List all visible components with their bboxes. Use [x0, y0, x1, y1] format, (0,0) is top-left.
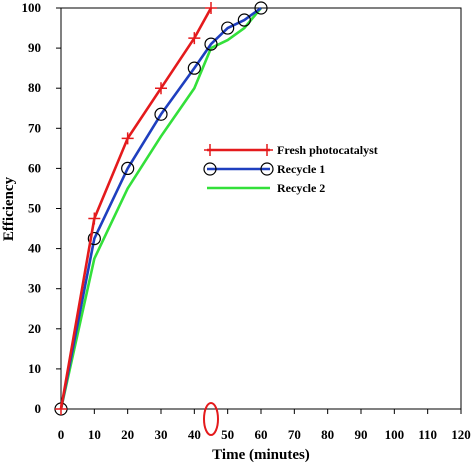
series-line-recycle-2 [59, 7, 262, 410]
plot-border [60, 7, 462, 410]
data-point-fresh-photocatalyst [55, 403, 67, 415]
x-tick-label: 70 [288, 427, 301, 442]
y-tick-label: 0 [35, 401, 42, 416]
y-tick-label: 10 [28, 361, 41, 376]
data-point-fresh-photocatalyst [155, 82, 167, 95]
y-axis-title: Efficiency [1, 176, 17, 241]
legend-marker [203, 162, 217, 176]
data-point-recycle-1 [204, 37, 218, 51]
y-tick-label: 40 [28, 241, 41, 256]
data-point-fresh-photocatalyst [121, 132, 134, 145]
legend-label: Fresh photocatalyst [277, 143, 378, 157]
x-tick-label: 60 [255, 427, 268, 442]
x-tick-label: 120 [451, 427, 471, 442]
legend-label: Recycle 2 [277, 181, 325, 195]
series-layer [54, 1, 268, 416]
x-tick-label: 40 [188, 427, 201, 442]
data-point-recycle-1 [237, 13, 251, 27]
data-point-recycle-1 [221, 21, 235, 35]
data-point-fresh-photocatalyst [205, 2, 217, 14]
x-tick-label: 50 [221, 427, 234, 442]
data-point-fresh-photocatalyst [188, 32, 201, 45]
legend-item-recycle-2: Recycle 2 [207, 181, 325, 195]
x-axis-title: Time (minutes) [212, 447, 310, 463]
highlight-ellipse [203, 402, 219, 436]
y-tick-label: 100 [22, 0, 42, 15]
series-line-fresh-photocatalyst [59, 7, 213, 410]
x-tick-label: 80 [321, 427, 334, 442]
data-point-recycle-1 [254, 1, 268, 15]
y-tick-label: 70 [28, 120, 41, 135]
plot-frame [60, 7, 462, 410]
legend-item-recycle-1: Recycle 1 [203, 162, 325, 176]
x-tick-label: 110 [418, 427, 437, 442]
series-recycle-2 [59, 7, 262, 410]
legend: Fresh photocatalyst Recycle 1 Recycle 2 [199, 138, 391, 196]
legend-marker [261, 144, 273, 156]
legend-marker [204, 144, 216, 156]
y-tick-label: 60 [28, 160, 41, 175]
y-tick-label: 30 [28, 281, 41, 296]
y-tick-label: 80 [28, 80, 41, 95]
legend-item-fresh-photocatalyst: Fresh photocatalyst [204, 143, 378, 157]
legend-marker [260, 162, 274, 176]
x-axis-ticks: 0 10 20 30 40 50 60 70 80 90 100 110 120 [58, 409, 471, 442]
series-recycle-1 [54, 1, 268, 416]
x-tick-label: 0 [58, 427, 65, 442]
legend-box [199, 138, 391, 196]
series-fresh-photocatalyst [55, 2, 217, 415]
y-tick-label: 20 [28, 321, 41, 336]
x-tick-label: 100 [385, 427, 405, 442]
y-tick-label: 50 [28, 201, 41, 216]
x-tick-label: 30 [155, 427, 168, 442]
legend-label: Recycle 1 [277, 162, 325, 176]
y-axis-ticks: 0 10 20 30 40 50 60 70 80 90 100 [22, 0, 61, 416]
data-point-recycle-1 [154, 107, 168, 121]
data-point-recycle-1 [121, 161, 135, 175]
data-point-fresh-photocatalyst [88, 212, 101, 225]
annotation-layer [203, 402, 219, 436]
series-line-recycle-1 [59, 6, 262, 410]
data-point-recycle-1 [187, 61, 201, 75]
x-tick-label: 10 [88, 427, 101, 442]
data-point-recycle-1 [87, 231, 101, 246]
x-tick-label: 20 [121, 427, 134, 442]
x-tick-label: 90 [355, 427, 368, 442]
y-tick-label: 90 [28, 40, 41, 55]
